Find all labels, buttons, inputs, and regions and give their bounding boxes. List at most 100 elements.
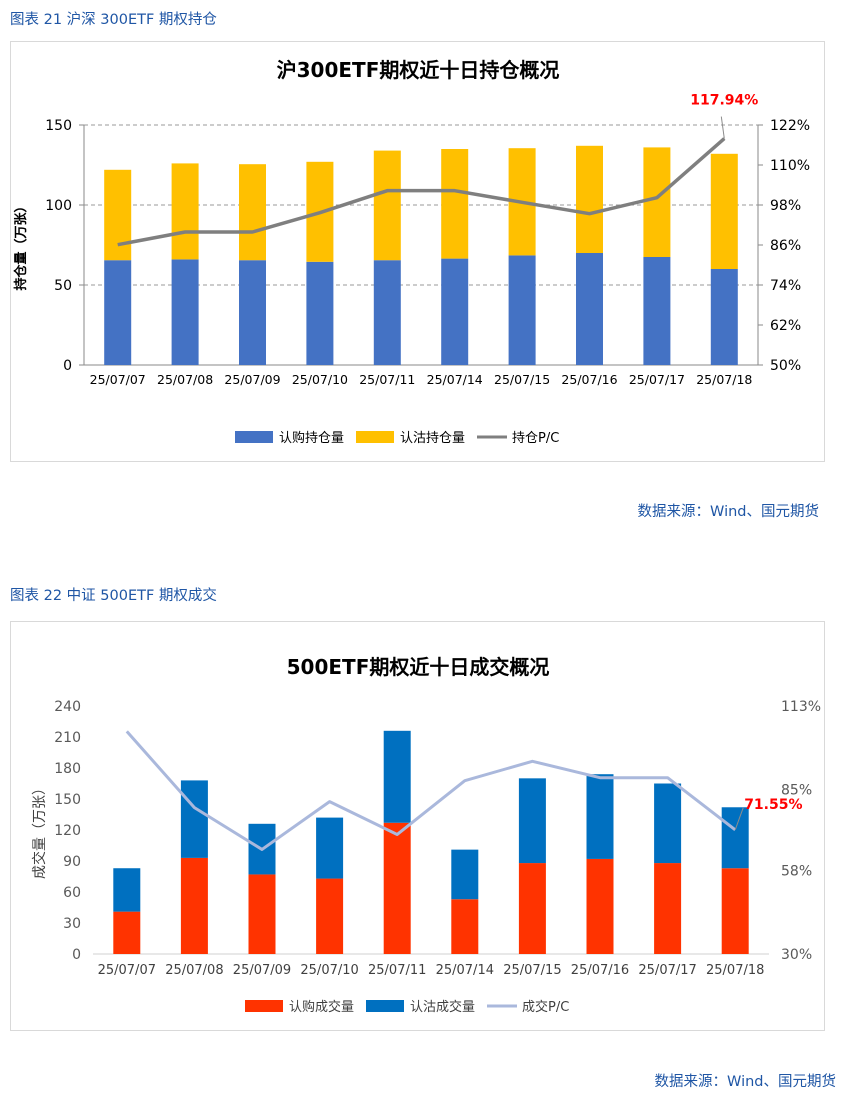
chart-title: 500ETF期权近十日成交概况 — [287, 655, 550, 679]
x-tick-label: 25/07/10 — [292, 372, 348, 387]
bar-segment-put — [180, 780, 208, 858]
annotation-leader-line — [734, 807, 744, 831]
bar-segment-put — [441, 149, 469, 259]
bar-segment-call — [643, 257, 671, 365]
legend-swatch — [356, 431, 394, 443]
y-tick-label: 120 — [54, 823, 81, 839]
bar-segment-put — [710, 153, 738, 269]
bar-segment-call — [710, 269, 738, 365]
legend-label: 认沽持仓量 — [400, 431, 465, 446]
bar-segment-call — [373, 260, 401, 365]
x-tick-label: 25/07/07 — [98, 963, 156, 978]
bar-segment-call — [113, 911, 141, 954]
x-tick-label: 25/07/18 — [696, 372, 752, 387]
legend-label: 认购持仓量 — [279, 430, 344, 446]
y-tick-label: 60 — [63, 885, 81, 901]
x-tick-label: 25/07/11 — [359, 372, 415, 387]
y2-tick-label: 50% — [770, 358, 801, 374]
bar-segment-put — [576, 145, 603, 253]
y2-tick-label: 62% — [770, 318, 801, 334]
pc-ratio-line — [125, 730, 737, 851]
bar-segment-put — [518, 778, 546, 864]
chart-300etf-svg: 沪300ETF期权近十日持仓概况 0 50 100 150 50% 62% 74% 86% 98%… — [13, 58, 810, 446]
bar-segment-call — [441, 258, 469, 365]
bar-segment-call — [451, 899, 479, 954]
chart-500etf-svg: 500ETF期权近十日成交概况 0 30 60 90 120 150 180 210 240 30%… — [31, 655, 821, 1015]
bar-segment-call — [248, 874, 276, 954]
y-tick-label: 50 — [54, 278, 72, 294]
x-tick-label: 25/07/09 — [224, 372, 280, 387]
legend-label: 认沽成交量 — [410, 999, 475, 1015]
bar-segment-put — [104, 169, 132, 261]
bar-segment-put — [643, 147, 671, 257]
legend-label: 成交P/C — [522, 999, 569, 1015]
legend-swatch — [235, 431, 273, 443]
bar-segment-put — [113, 868, 141, 912]
bar-segment-call — [383, 822, 411, 954]
bar-segment-put — [451, 849, 479, 900]
chart-300etf-open-interest: 沪300ETF期权近十日持仓概况 0 50 100 150 50% 62% 74% 86% 98%… — [10, 41, 825, 462]
x-tick-label: 25/07/14 — [436, 963, 494, 978]
y2-tick-label: 110% — [770, 158, 810, 174]
y-tick-label: 210 — [54, 730, 81, 746]
figure-21-source: 数据来源：Wind、国元期货 — [637, 504, 819, 520]
y-tick-label: 150 — [45, 118, 72, 134]
bar-segment-put — [239, 164, 266, 261]
y2-tick-label: 85% — [781, 783, 812, 799]
y-tick-label: 150 — [54, 792, 81, 808]
figure-22-caption: 图表 22 中证 500ETF 期权成交 — [10, 588, 217, 604]
bar-segment-put — [383, 730, 411, 823]
y-tick-label: 30 — [63, 916, 81, 932]
y2-tick-label: 30% — [781, 947, 812, 963]
x-tick-label: 25/07/14 — [427, 372, 483, 387]
legend-swatch — [245, 1000, 283, 1012]
x-tick-label: 25/07/11 — [368, 963, 426, 978]
pc-ratio-line — [117, 137, 726, 247]
bar-segment-call — [518, 863, 546, 954]
bar-segment-call — [306, 261, 334, 365]
annotation-leader-line — [720, 116, 725, 139]
chart-title: 沪300ETF期权近十日持仓概况 — [277, 58, 560, 82]
bar-segment-put — [721, 807, 749, 869]
y-axis-label: 持仓量（万张） — [13, 199, 29, 290]
bar-segment-call — [508, 255, 536, 365]
y2-tick-label: 58% — [781, 863, 812, 879]
bar-segment-put — [373, 150, 401, 261]
y-tick-label: 0 — [63, 358, 72, 374]
legend-label: 认购成交量 — [289, 999, 354, 1015]
x-tick-label: 25/07/16 — [561, 372, 617, 387]
bar-segment-call — [180, 857, 208, 954]
x-tick-label: 25/07/16 — [571, 963, 629, 978]
x-tick-label: 25/07/15 — [503, 963, 561, 978]
y-tick-label: 240 — [54, 699, 81, 715]
y-tick-label: 180 — [54, 761, 81, 777]
bar-segment-call — [576, 253, 603, 365]
x-tick-label: 25/07/08 — [165, 963, 223, 978]
bar-segment-put — [654, 783, 682, 864]
bar-segment-call — [104, 260, 132, 365]
y2-tick-label: 113% — [781, 699, 821, 715]
y-tick-label: 0 — [72, 947, 81, 963]
bar-segment-call — [586, 858, 614, 954]
bar-segment-call — [239, 260, 266, 365]
y2-tick-label: 98% — [770, 198, 801, 214]
chart-500etf-volume: 500ETF期权近十日成交概况 0 30 60 90 120 150 180 210 240 30%… — [10, 621, 825, 1031]
x-tick-label: 25/07/09 — [233, 963, 291, 978]
last-value-annotation: 71.55% — [744, 797, 802, 813]
figure-21-caption: 图表 21 沪深 300ETF 期权持仓 — [10, 12, 217, 28]
legend-label: 持仓P/C — [512, 431, 559, 446]
x-tick-label: 25/07/10 — [300, 963, 358, 978]
y2-tick-label: 74% — [770, 278, 801, 294]
y-tick-label: 90 — [63, 854, 81, 870]
bar-segment-call — [316, 878, 344, 954]
x-tick-label: 25/07/08 — [157, 372, 213, 387]
bar-segment-put — [171, 163, 199, 260]
bar-segment-put — [316, 817, 344, 879]
figure-22-source: 数据来源：Wind、国元期货 — [654, 1074, 836, 1090]
x-tick-label: 25/07/17 — [638, 963, 696, 978]
bar-segment-put — [586, 774, 614, 859]
y2-tick-label: 122% — [770, 118, 810, 134]
x-tick-label: 25/07/17 — [629, 372, 685, 387]
y-tick-label: 100 — [45, 198, 72, 214]
bar-segment-call — [721, 868, 749, 954]
